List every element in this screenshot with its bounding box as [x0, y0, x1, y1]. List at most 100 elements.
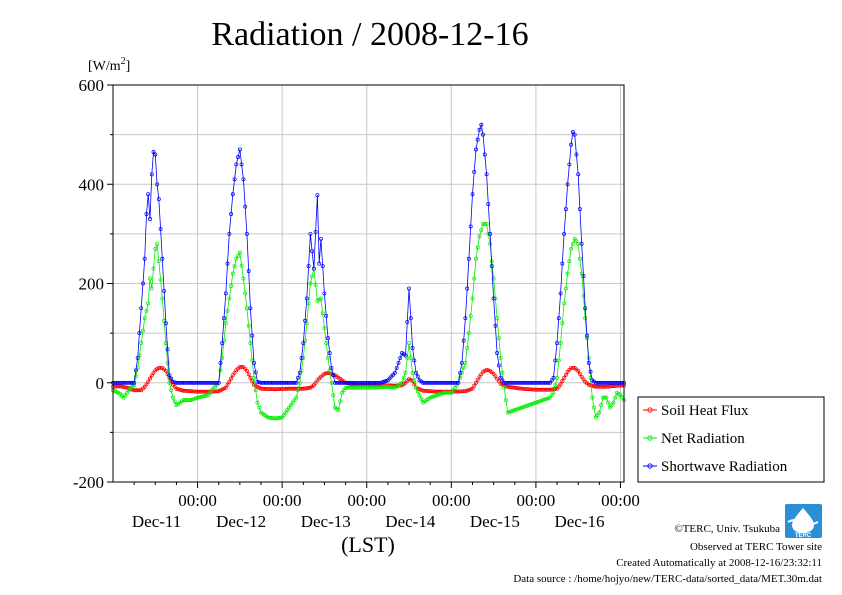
series-point — [141, 328, 145, 333]
series-point — [155, 182, 160, 187]
series-point — [149, 286, 154, 291]
series-point — [296, 375, 300, 380]
series-point — [540, 387, 545, 392]
series-point — [551, 375, 556, 380]
series-point — [440, 391, 445, 396]
series-point — [472, 169, 477, 174]
series-point — [394, 365, 399, 370]
series-point — [555, 341, 559, 346]
logo-text: TERC — [795, 533, 812, 539]
series-point — [200, 394, 205, 399]
series-point — [322, 291, 327, 296]
series-point — [350, 385, 355, 390]
series-point — [472, 383, 477, 388]
series-point — [322, 371, 327, 376]
series-point — [243, 204, 248, 209]
series-point — [465, 346, 470, 350]
series-point — [378, 380, 383, 385]
series-point — [132, 388, 137, 393]
series-point — [308, 281, 313, 286]
series-point — [574, 152, 579, 157]
series-point — [331, 373, 336, 378]
series-point — [511, 385, 515, 390]
series-point — [223, 291, 228, 296]
legend-label: Soil Heat Flux — [661, 403, 749, 419]
x-tick-date: Dec-15 — [470, 512, 520, 531]
series-point — [458, 389, 463, 394]
series-point — [452, 385, 457, 390]
series-point — [532, 401, 537, 406]
y-tick-label: 0 — [96, 374, 105, 393]
series-point — [486, 202, 491, 207]
series-point — [519, 405, 524, 410]
x-tick-date: Dec-12 — [216, 512, 266, 531]
series-point — [326, 355, 330, 360]
series-point — [572, 132, 577, 137]
series-point — [398, 355, 403, 360]
series-point — [562, 375, 567, 380]
series-point — [341, 388, 346, 393]
series-point — [428, 395, 433, 400]
series-point — [197, 380, 202, 385]
grid — [113, 85, 624, 482]
series-point — [304, 296, 309, 301]
series-point — [491, 276, 496, 281]
series-point — [123, 380, 128, 385]
series-point — [324, 313, 329, 318]
series-point — [301, 341, 306, 346]
series-point — [569, 142, 574, 147]
series-point — [400, 380, 404, 385]
series-point — [327, 368, 332, 373]
series-point — [546, 387, 551, 392]
series-point — [586, 382, 591, 387]
series-point — [607, 405, 612, 410]
series-point — [526, 403, 531, 408]
series-point — [377, 380, 382, 385]
series-point — [391, 385, 396, 390]
series-point — [246, 372, 251, 377]
series-point — [179, 388, 184, 393]
series-point — [613, 395, 618, 400]
series-point — [123, 385, 128, 390]
series-point — [577, 371, 582, 376]
series-point — [336, 380, 341, 385]
series-point — [560, 261, 565, 266]
series-point — [479, 122, 484, 127]
series-point — [320, 264, 325, 269]
series-point — [156, 197, 161, 202]
series-point — [237, 250, 242, 255]
series-point — [415, 374, 420, 379]
series-point — [590, 383, 595, 388]
series-point — [592, 405, 596, 410]
series-point — [484, 221, 489, 226]
series-point — [276, 387, 281, 392]
series-point — [577, 256, 582, 261]
series-point — [429, 389, 434, 394]
series-point — [239, 364, 244, 369]
series-point — [222, 316, 226, 321]
series-point — [176, 387, 181, 392]
series-point — [257, 380, 262, 385]
series-point — [364, 385, 369, 390]
series-point — [577, 207, 582, 212]
series-point — [526, 387, 531, 392]
series-point — [570, 241, 575, 246]
x-tick-time: 00:00 — [601, 491, 640, 510]
series-point — [292, 380, 297, 385]
series-point — [218, 368, 223, 373]
series-point — [489, 264, 494, 269]
series-point — [553, 383, 558, 388]
series-point — [163, 368, 168, 373]
series-point — [324, 341, 329, 346]
legend-label: Net Radiation — [661, 431, 745, 447]
series-point — [588, 369, 593, 374]
y-axis-ticks: -200 0 200 400 600 — [73, 76, 113, 492]
series-point — [223, 321, 228, 326]
series-point — [412, 358, 417, 363]
series-point — [503, 398, 508, 403]
series-point — [303, 318, 308, 323]
series-point — [472, 276, 477, 281]
series-point — [269, 416, 274, 420]
series-point — [211, 380, 216, 385]
